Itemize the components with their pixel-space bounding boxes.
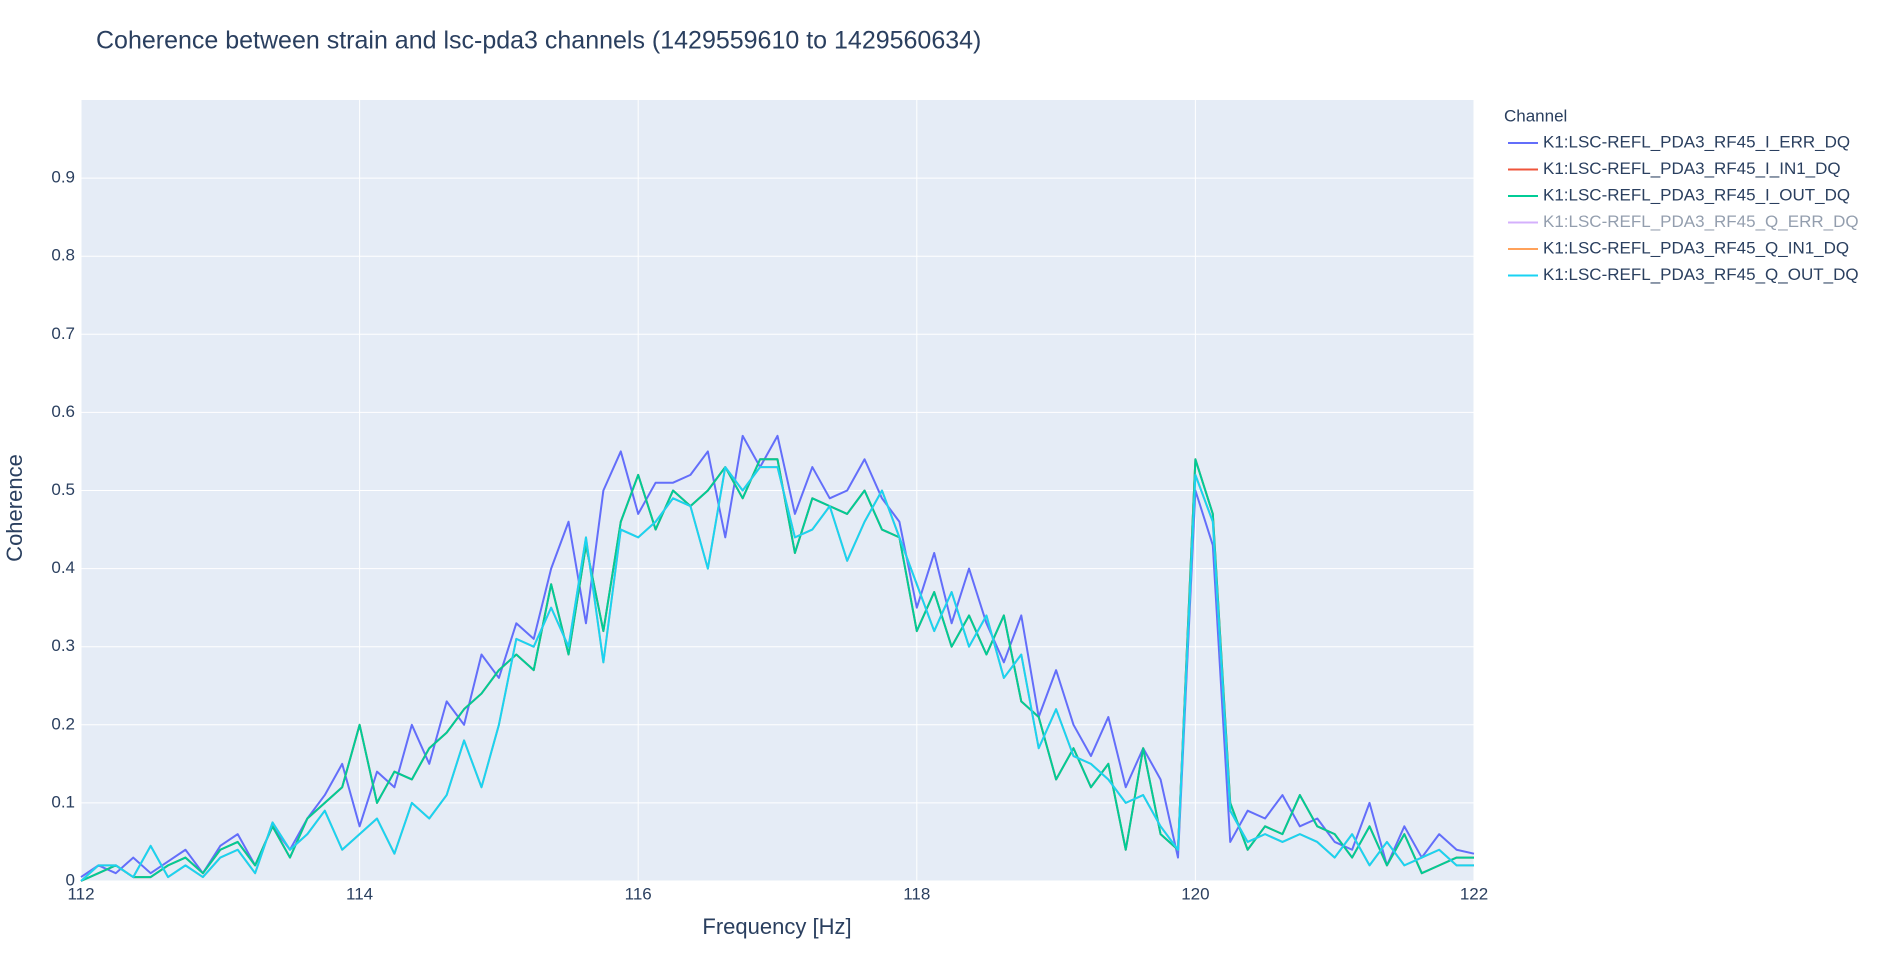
x-tick-label: 118 bbox=[903, 884, 930, 903]
legend-item[interactable]: K1:LSC-REFL_PDA3_RF45_Q_OUT_DQ bbox=[1508, 265, 1859, 284]
legend-label: K1:LSC-REFL_PDA3_RF45_I_IN1_DQ bbox=[1543, 159, 1841, 178]
y-tick-label: 0.5 bbox=[51, 480, 75, 499]
chart-title: Coherence between strain and lsc-pda3 ch… bbox=[96, 27, 981, 55]
legend-label: K1:LSC-REFL_PDA3_RF45_Q_ERR_DQ bbox=[1543, 212, 1859, 231]
legend-label: K1:LSC-REFL_PDA3_RF45_Q_OUT_DQ bbox=[1543, 265, 1859, 284]
legend-item[interactable]: K1:LSC-REFL_PDA3_RF45_I_ERR_DQ bbox=[1508, 132, 1850, 151]
x-tick-label: 112 bbox=[67, 884, 94, 903]
y-tick-label: 0 bbox=[66, 870, 75, 889]
y-tick-label: 0.2 bbox=[51, 714, 75, 733]
y-tick-label: 0.1 bbox=[51, 792, 75, 811]
legend-item[interactable]: K1:LSC-REFL_PDA3_RF45_Q_IN1_DQ bbox=[1508, 238, 1849, 257]
series-line bbox=[80, 458, 1474, 882]
legend-item[interactable]: K1:LSC-REFL_PDA3_RF45_I_OUT_DQ bbox=[1508, 185, 1850, 204]
x-tick-label: 120 bbox=[1181, 884, 1209, 903]
series-line bbox=[80, 466, 1474, 882]
legend-item[interactable]: K1:LSC-REFL_PDA3_RF45_I_IN1_DQ bbox=[1508, 159, 1841, 178]
x-tick-label: 116 bbox=[625, 884, 652, 903]
series-line bbox=[80, 434, 1475, 878]
legend-item[interactable]: K1:LSC-REFL_PDA3_RF45_Q_ERR_DQ bbox=[1508, 212, 1859, 231]
legend-title: Channel bbox=[1504, 106, 1567, 125]
y-tick-label: 0.8 bbox=[51, 246, 75, 265]
x-tick-label: 114 bbox=[346, 884, 373, 903]
y-tick-label: 0.3 bbox=[51, 636, 75, 655]
y-tick-label: 0.7 bbox=[51, 324, 75, 343]
legend-label: K1:LSC-REFL_PDA3_RF45_I_ERR_DQ bbox=[1543, 132, 1850, 151]
x-axis-title: Frequency [Hz] bbox=[702, 914, 851, 939]
x-tick-label: 122 bbox=[1460, 884, 1488, 903]
y-axis-title: Coherence bbox=[2, 454, 27, 562]
y-tick-label: 0.6 bbox=[51, 402, 75, 421]
y-tick-label: 0.9 bbox=[51, 168, 75, 187]
legend-label: K1:LSC-REFL_PDA3_RF45_Q_IN1_DQ bbox=[1543, 238, 1849, 257]
legend-label: K1:LSC-REFL_PDA3_RF45_I_OUT_DQ bbox=[1543, 185, 1850, 204]
y-tick-label: 0.4 bbox=[51, 558, 75, 577]
